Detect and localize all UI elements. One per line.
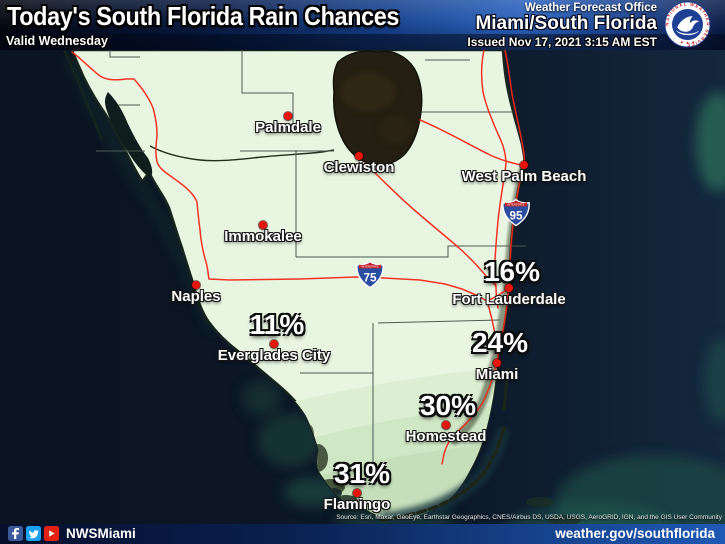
office-name: Miami/South Florida [475,13,657,34]
city-label: Clewiston [323,159,395,176]
city-dot-icon [353,489,361,497]
page-title: Today's South Florida Rain Chances [7,1,400,31]
city-dot-icon [270,340,278,348]
social-icons [8,526,59,541]
forecast-map: INTERSTATE 95 INTERSTATE 75 16% 11% 24% … [0,50,725,524]
city-label: Flamingo [323,496,391,513]
rain-chance-flamingo: 31% [333,458,391,489]
rain-chance-everglades-city: 11% [249,309,305,340]
city-label: Everglades City [217,347,331,364]
city-label: Palmdale [255,119,321,136]
city-dot-icon [192,281,200,289]
city-dot-icon [284,112,292,120]
rain-chance-fort-lauderdale: 16% [483,256,541,287]
office-block: Weather Forecast Office Miami/South Flor… [475,2,657,33]
city-label: Fort Lauderdale [452,291,566,308]
city-dot-icon [520,161,528,169]
city-dot-icon [442,421,450,429]
city-dot-icon [355,152,363,160]
svg-text:INTERSTATE: INTERSTATE [362,265,379,269]
social-handle[interactable]: NWSMiami [66,526,136,541]
interstate-75-shield: INTERSTATE 75 [356,260,384,294]
map-attribution: Source: Esri, Maxar, GeoEye, Earthstar G… [336,514,722,521]
svg-text:75: 75 [364,272,377,285]
city-label: Miami [475,366,519,383]
issued-timestamp: Issued Nov 17, 2021 3:15 AM EST [467,35,657,49]
city-label: Immokalee [224,228,302,245]
city-dot-icon [259,221,267,229]
footer-bar: NWSMiami weather.gov/southflorida [0,524,725,544]
city-label: West Palm Beach [461,168,587,185]
website-url[interactable]: weather.gov/southflorida [555,526,715,541]
header-bar: Today's South Florida Rain Chances Valid… [0,0,725,50]
interstate-95-shield: INTERSTATE 95 [502,198,530,232]
rain-chance-miami: 24% [471,327,529,358]
svg-text:INTERSTATE: INTERSTATE [508,203,525,207]
valid-band [0,34,725,50]
nws-logo-icon: NATIONAL WEATHER SERVICE [664,1,711,53]
city-dot-icon [493,359,501,367]
facebook-icon[interactable] [8,526,23,541]
rain-chance-homestead: 30% [419,390,477,421]
office-label: Weather Forecast Office [524,2,657,14]
twitter-icon[interactable] [26,526,41,541]
youtube-icon[interactable] [44,526,59,541]
city-label: Homestead [405,428,487,445]
city-dot-icon [505,284,513,292]
map-geography [0,50,725,524]
svg-text:95: 95 [510,210,523,223]
valid-label: Valid Wednesday [6,34,108,48]
city-label: Naples [171,288,221,305]
